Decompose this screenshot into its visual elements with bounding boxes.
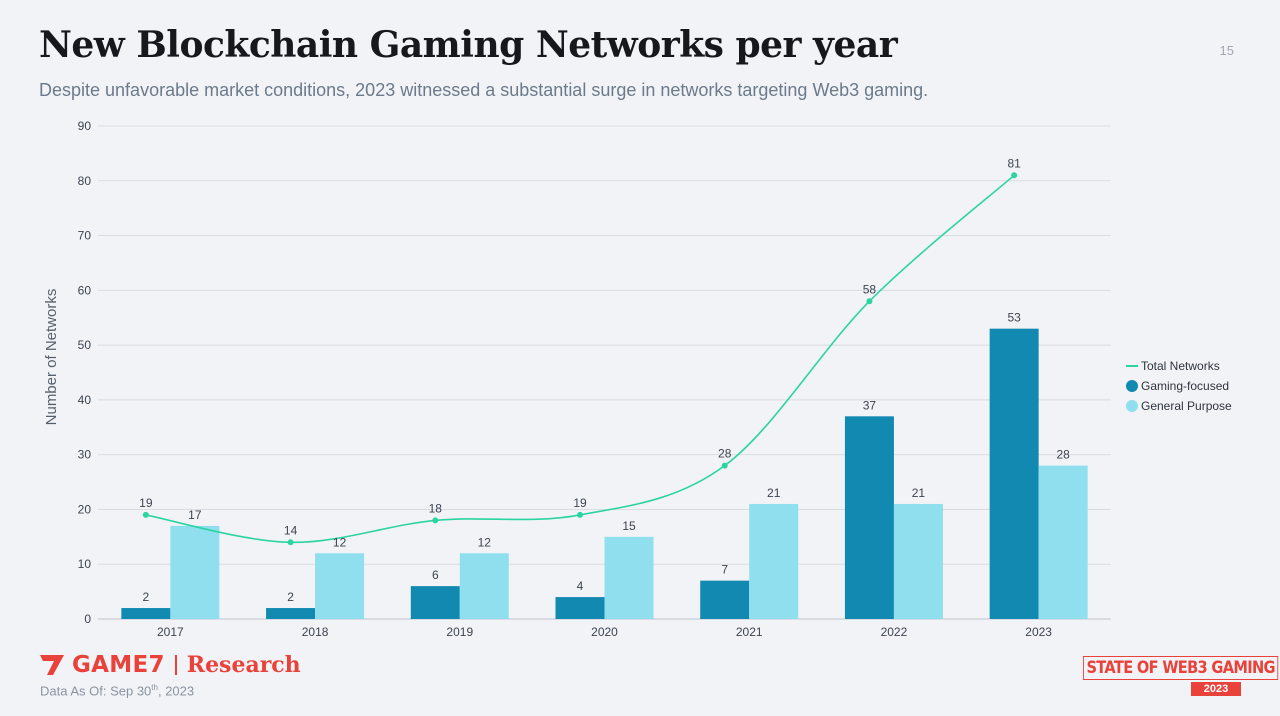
badge-year: 2023 <box>1191 682 1241 696</box>
bar-gaming-focused <box>844 416 894 619</box>
data-label-gaming: 37 <box>863 398 877 412</box>
y-tick-label: 0 <box>84 612 91 626</box>
data-labels: 2 17 2 12 6 12 4 15 7 21 37 21 53 28 19 14 18 19 28 58 81 <box>139 156 1070 604</box>
legend-gaming-label: Gaming-focused <box>1141 379 1229 393</box>
y-tick-label: 50 <box>78 338 92 352</box>
page-subtitle: Despite unfavorable market conditions, 2… <box>39 80 929 100</box>
bar-general-purpose <box>315 553 365 619</box>
x-tick-label: 2021 <box>736 625 763 639</box>
data-label-total: 28 <box>718 447 732 461</box>
data-label-general: 21 <box>767 486 781 500</box>
bar-general-purpose <box>459 553 509 619</box>
state-of-web3-gaming-badge: STATE OF WEB3 GAMING 2023 <box>1083 656 1279 696</box>
y-axis-label: Number of Networks <box>43 289 60 426</box>
total-line <box>142 172 1018 546</box>
bar-general-purpose <box>1038 465 1088 619</box>
y-tick-label: 60 <box>78 283 92 297</box>
bar-gaming-focused <box>121 608 171 619</box>
bar-gaming-focused <box>410 586 460 619</box>
total-point <box>142 511 149 518</box>
page-number: 15 <box>1219 43 1234 58</box>
game7-logo: GAME7 Research <box>40 652 301 678</box>
legend-gaming-swatch <box>1126 380 1138 392</box>
chart-bars <box>121 328 1088 619</box>
data-label-total: 81 <box>1007 156 1021 170</box>
data-label-general: 12 <box>333 535 347 549</box>
data-label-total: 19 <box>139 496 153 510</box>
data-label-gaming: 7 <box>721 563 728 577</box>
bar-gaming-focused <box>266 608 316 619</box>
x-tick-label: 2020 <box>591 625 618 639</box>
data-label-general: 17 <box>188 508 202 522</box>
total-point <box>432 517 439 524</box>
legend-general-swatch <box>1126 400 1138 412</box>
data-label-gaming: 6 <box>432 568 439 582</box>
data-label-general: 15 <box>622 519 636 533</box>
bar-general-purpose <box>893 503 943 619</box>
total-point <box>1011 172 1018 179</box>
data-label-general: 12 <box>478 535 492 549</box>
data-label-gaming: 4 <box>577 579 584 593</box>
chart-grid <box>98 125 1111 620</box>
bar-general-purpose <box>170 525 220 619</box>
x-tick-label: 2017 <box>157 625 184 639</box>
badge-text: STATE OF WEB3 GAMING <box>1083 656 1279 680</box>
data-label-general: 21 <box>912 486 926 500</box>
data-label-gaming: 2 <box>287 590 294 604</box>
logo-brand-text: GAME7 <box>72 652 165 678</box>
data-label-total: 14 <box>284 523 298 537</box>
chart-legend: Total Networks Gaming-focused General Purp… <box>1126 359 1232 413</box>
legend-general-label: General Purpose <box>1141 399 1232 413</box>
y-tick-label: 70 <box>78 229 92 243</box>
logo-divider <box>174 655 177 675</box>
data-label-gaming: 2 <box>143 590 150 604</box>
page-title: New Blockchain Gaming Networks per year <box>39 24 898 66</box>
x-tick-label: 2022 <box>881 625 908 639</box>
y-tick-label: 40 <box>78 393 92 407</box>
bar-gaming-focused <box>700 580 750 619</box>
data-label-total: 58 <box>863 282 877 296</box>
y-tick-label: 20 <box>78 502 92 516</box>
data-as-of: Data As Of: Sep 30th, 2023 <box>40 683 195 699</box>
total-point <box>721 462 728 469</box>
total-point <box>287 539 294 546</box>
bar-general-purpose <box>749 503 799 619</box>
x-tick-label: 2019 <box>446 625 473 639</box>
x-axis-ticks: 2017 2018 2019 2020 2021 2022 2023 <box>157 625 1052 639</box>
total-point <box>577 511 583 518</box>
y-tick-label: 80 <box>78 174 92 188</box>
data-label-total: 19 <box>573 496 587 510</box>
bar-gaming-focused <box>989 328 1039 619</box>
y-axis-ticks: 0 10 20 30 40 50 60 70 80 90 <box>78 119 92 626</box>
total-point <box>866 298 873 305</box>
game7-mark-icon <box>40 655 64 675</box>
logo-research-text: Research <box>186 652 301 678</box>
y-tick-label: 90 <box>78 119 92 133</box>
y-tick-label: 10 <box>78 557 92 571</box>
bar-gaming-focused <box>555 597 605 619</box>
data-label-total: 18 <box>429 501 443 515</box>
y-tick-label: 30 <box>78 448 92 462</box>
legend-total-label: Total Networks <box>1141 359 1220 373</box>
bar-general-purpose <box>604 536 654 619</box>
x-tick-label: 2023 <box>1025 625 1052 639</box>
x-tick-label: 2018 <box>302 625 329 639</box>
data-label-general: 28 <box>1056 448 1070 462</box>
data-label-gaming: 53 <box>1007 311 1021 325</box>
